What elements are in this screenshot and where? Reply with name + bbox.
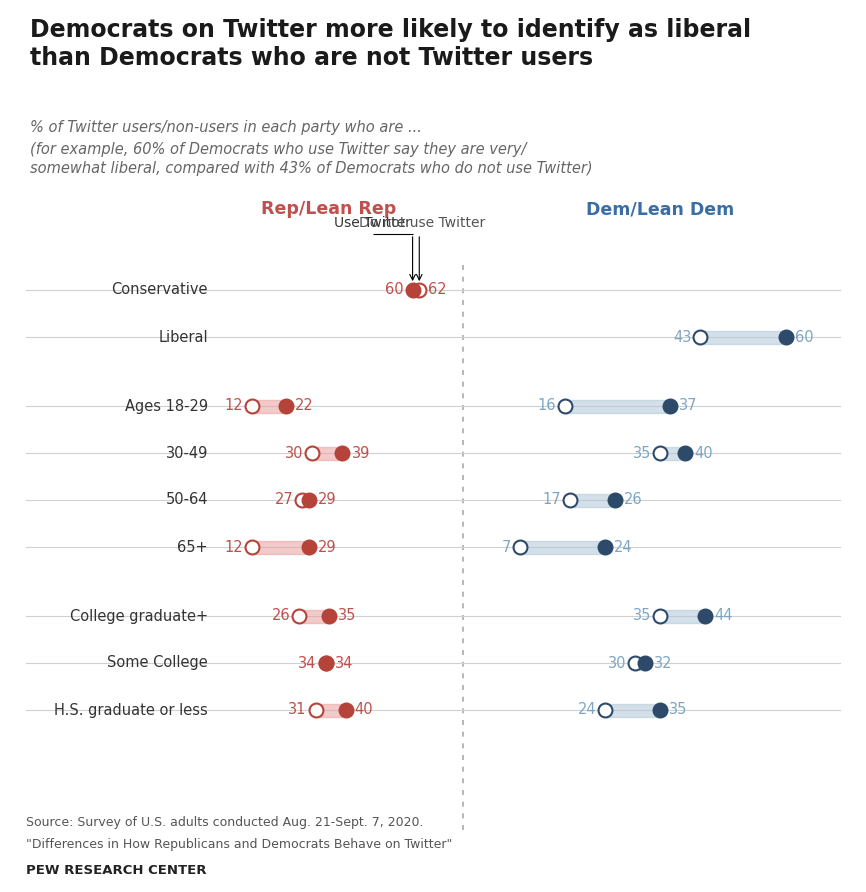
Text: 35: 35: [669, 703, 688, 717]
Bar: [299, 609, 329, 623]
Text: Some College: Some College: [107, 656, 208, 671]
Text: 39: 39: [352, 445, 370, 460]
Point: [309, 703, 323, 717]
Point: [513, 540, 527, 554]
Text: 17: 17: [542, 492, 561, 508]
Text: H.S. graduate or less: H.S. graduate or less: [54, 703, 208, 717]
Bar: [660, 447, 685, 459]
Point: [322, 609, 336, 624]
Text: Democrats on Twitter more likely to identify as liberal
than Democrats who are n: Democrats on Twitter more likely to iden…: [30, 18, 752, 70]
Text: 60: 60: [795, 329, 813, 344]
Bar: [565, 400, 670, 412]
Text: 50-64: 50-64: [165, 492, 208, 508]
Text: 40: 40: [695, 445, 713, 460]
Text: 65+: 65+: [178, 540, 208, 555]
Point: [319, 656, 333, 670]
Point: [699, 609, 713, 624]
Text: College graduate+: College graduate+: [70, 608, 208, 624]
Text: 16: 16: [538, 399, 556, 414]
Text: 29: 29: [318, 492, 337, 508]
Text: 7: 7: [501, 540, 511, 555]
Text: 31: 31: [288, 703, 307, 717]
Point: [653, 703, 667, 717]
Text: 22: 22: [294, 399, 313, 414]
Text: 27: 27: [275, 492, 294, 508]
Text: 62: 62: [429, 283, 447, 298]
Point: [335, 446, 349, 460]
Text: 35: 35: [338, 608, 357, 624]
Text: 40: 40: [355, 703, 373, 717]
Point: [339, 703, 352, 717]
Point: [245, 540, 259, 554]
Point: [663, 399, 677, 413]
Text: Source: Survey of U.S. adults conducted Aug. 21-Sept. 7, 2020.: Source: Survey of U.S. adults conducted …: [26, 816, 423, 830]
Bar: [412, 284, 419, 296]
Text: 35: 35: [633, 608, 651, 624]
Bar: [660, 609, 706, 623]
Bar: [313, 447, 342, 459]
Bar: [316, 704, 346, 716]
Text: 43: 43: [673, 329, 691, 344]
Bar: [570, 493, 615, 507]
Text: Ages 18-29: Ages 18-29: [125, 399, 208, 414]
Point: [638, 656, 652, 670]
Bar: [252, 400, 286, 412]
Text: 29: 29: [318, 540, 337, 555]
Text: (for example, 60% of Democrats who use Twitter say they are very/
somewhat liber: (for example, 60% of Democrats who use T…: [30, 142, 593, 177]
Point: [302, 540, 316, 554]
Text: 34: 34: [335, 656, 353, 671]
Point: [306, 446, 320, 460]
Text: Use Twitter: Use Twitter: [334, 216, 411, 230]
Point: [779, 330, 792, 344]
Point: [629, 656, 643, 670]
Point: [563, 493, 577, 508]
Point: [678, 446, 692, 460]
Text: 30: 30: [608, 656, 626, 671]
Text: Conservative: Conservative: [112, 283, 208, 298]
Text: 12: 12: [224, 399, 243, 414]
Text: Do not use Twitter: Do not use Twitter: [359, 216, 486, 230]
Text: % of Twitter users/non-users in each party who are ...: % of Twitter users/non-users in each par…: [30, 120, 423, 135]
Text: 24: 24: [578, 703, 596, 717]
Text: 60: 60: [385, 283, 404, 298]
Point: [292, 609, 306, 624]
Text: 24: 24: [614, 540, 633, 555]
Point: [559, 399, 572, 413]
Text: 30: 30: [285, 445, 303, 460]
Point: [319, 656, 333, 670]
Text: 32: 32: [655, 656, 673, 671]
Bar: [701, 331, 785, 343]
Bar: [636, 657, 645, 670]
Text: Rep/Lean Rep: Rep/Lean Rep: [262, 200, 397, 218]
Text: Dem/Lean Dem: Dem/Lean Dem: [586, 200, 734, 218]
Text: Liberal: Liberal: [158, 329, 208, 344]
Text: 30-49: 30-49: [165, 445, 208, 460]
Point: [653, 609, 667, 624]
Text: 34: 34: [299, 656, 317, 671]
Text: "Differences in How Republicans and Democrats Behave on Twitter": "Differences in How Republicans and Demo…: [26, 838, 452, 851]
Point: [694, 330, 708, 344]
Point: [279, 399, 293, 413]
Point: [405, 283, 419, 297]
Text: 12: 12: [224, 540, 243, 555]
Point: [412, 283, 426, 297]
Bar: [605, 704, 660, 716]
Text: 26: 26: [271, 608, 290, 624]
Point: [598, 540, 612, 554]
Text: 44: 44: [714, 608, 733, 624]
Bar: [302, 493, 309, 507]
Text: PEW RESEARCH CENTER: PEW RESEARCH CENTER: [26, 864, 206, 877]
Bar: [252, 541, 309, 554]
Point: [302, 493, 316, 508]
Point: [608, 493, 622, 508]
Point: [598, 703, 612, 717]
Bar: [520, 541, 605, 554]
Point: [245, 399, 259, 413]
Text: 35: 35: [633, 445, 651, 460]
Point: [295, 493, 309, 508]
Point: [653, 446, 667, 460]
Text: 26: 26: [624, 492, 643, 508]
Text: 37: 37: [679, 399, 698, 414]
